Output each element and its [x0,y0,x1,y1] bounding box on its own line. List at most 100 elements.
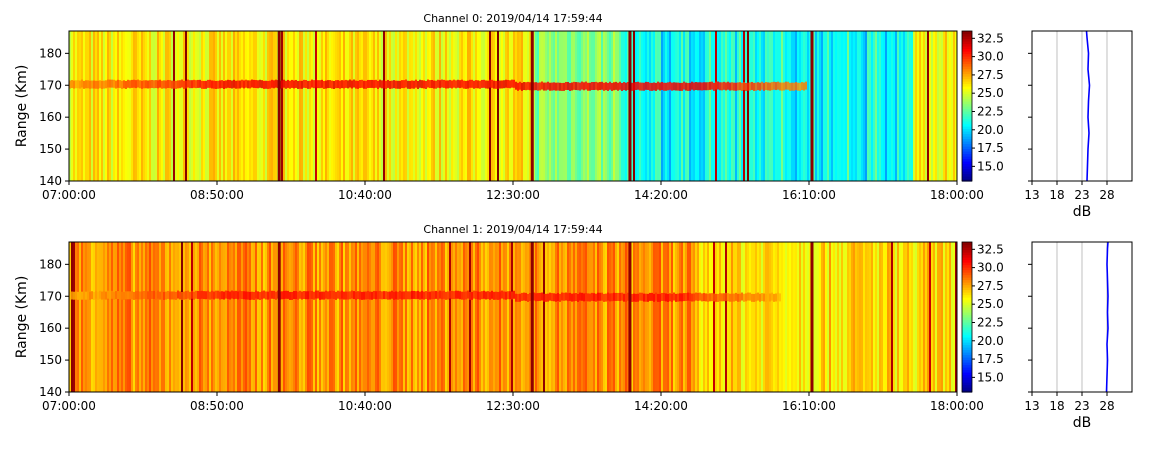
heatmap-column [281,242,283,392]
colorbar-segment [962,292,972,296]
heatmap-column [575,31,577,181]
profile-x-tick-label: 13 [1024,399,1039,413]
heatmap-column [481,31,483,181]
heatmap-column [873,31,875,181]
heatmap-column [309,242,311,392]
echo-layer-segment [761,293,763,302]
heatmap-column [253,31,255,181]
echo-layer-segment [723,293,725,302]
heatmap-column [897,31,899,181]
heatmap-column [155,242,157,392]
heatmap-column [177,242,179,392]
echo-layer-segment [295,79,297,88]
heatmap-column [317,242,319,392]
heatmap-column [929,242,931,392]
heatmap-column [465,31,467,181]
heatmap-column [169,242,171,392]
heatmap-column [135,242,137,392]
echo-layer-segment [683,81,685,90]
heatmap [69,242,957,392]
echo-layer-segment [433,80,435,89]
profile-x-axis-label: dB [1073,415,1092,431]
heatmap-column [171,242,173,392]
heatmap-column [215,242,217,392]
heatmap-column [955,242,957,392]
heatmap-column [353,31,355,181]
colorbar-segment [962,364,972,368]
heatmap-column [951,31,953,181]
echo-layer-segment [415,79,417,88]
echo-layer-segment [437,291,439,300]
heatmap-column [719,242,721,392]
colorbar-segment [962,242,972,246]
echo-layer-segment [639,292,641,301]
echo-layer-segment [589,293,591,302]
heatmap-column [851,31,853,181]
echo-layer-segment [143,290,145,299]
echo-layer-segment [335,80,337,89]
echo-layer-segment [409,80,411,89]
echo-layer-segment [351,80,353,89]
colorbar-segment [962,146,972,150]
echo-layer-segment [713,293,715,302]
echo-layer-segment [471,79,473,88]
echo-layer-segment [323,80,325,89]
heatmap-column [889,31,891,181]
heatmap-column [197,242,199,392]
echo-layer-segment [781,82,783,91]
heatmap-column [403,31,405,181]
heatmap-column [871,31,873,181]
echo-layer-segment [311,290,313,299]
heatmap-column [603,31,605,181]
echo-layer-segment [491,79,493,88]
echo-layer-segment [705,82,707,91]
profile-x-tick-label: 18 [1049,188,1064,202]
heatmap-column [897,242,899,392]
heatmap-column [643,242,645,392]
echo-layer-segment [649,82,651,91]
heatmap-column [725,31,727,181]
heatmap-column [757,31,759,181]
heatmap-column [425,31,427,181]
echo-layer-segment [365,80,367,89]
heatmap-column [887,31,889,181]
echo-layer-segment [719,293,721,302]
heatmap-column [733,242,735,392]
echo-layer-segment [157,80,159,89]
colorbar-segment [962,41,972,45]
heatmap-column [671,31,673,181]
heatmap-column [739,242,741,392]
echo-layer-segment [731,293,733,302]
heatmap-column [787,31,789,181]
heatmap-column [687,31,689,181]
echo-layer-segment [771,82,773,91]
heatmap-column [101,242,103,392]
echo-layer-segment [301,291,303,300]
heatmap-column [427,31,429,181]
heatmap-column [783,31,785,181]
echo-layer-segment [719,82,721,91]
echo-layer-segment [293,291,295,300]
echo-layer-segment [637,81,639,90]
echo-layer-segment [299,290,301,299]
echo-layer-segment [79,80,81,89]
heatmap-column [899,31,901,181]
echo-layer-segment [485,291,487,300]
colorbar-tick-label: 20.0 [977,334,1004,348]
echo-layer-segment [343,80,345,89]
echo-layer-segment [753,293,755,302]
colorbar-segment [962,36,972,40]
heatmap-column [247,242,249,392]
echo-layer-segment [501,290,503,299]
echo-layer-segment [499,291,501,300]
echo-layer-segment [717,293,719,302]
heatmap-column [107,242,109,392]
colorbar-segment [962,322,972,326]
echo-layer-segment [289,291,291,300]
heatmap-column [105,242,107,392]
heatmap-column [927,31,929,181]
heatmap-column [183,242,185,392]
echo-layer-segment [485,80,487,89]
echo-layer-segment [757,82,759,91]
heatmap-column [293,31,295,181]
